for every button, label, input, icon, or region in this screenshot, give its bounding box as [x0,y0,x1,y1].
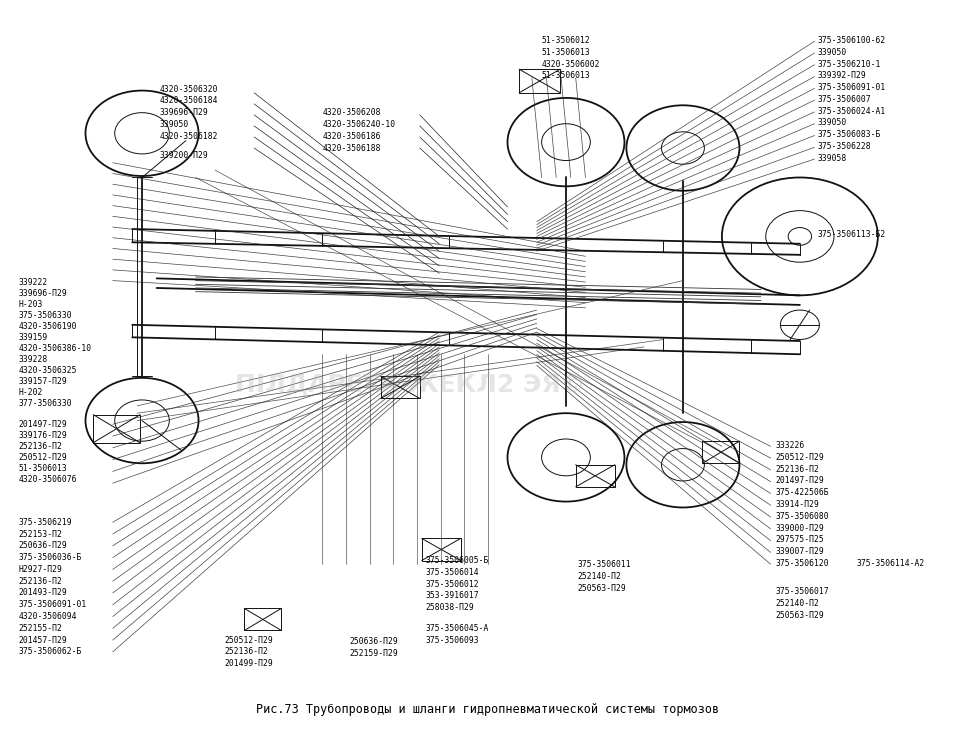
Text: 250512-П29: 250512-П29 [224,635,273,644]
Text: 252136-П2: 252136-П2 [776,465,820,474]
Text: 375-3506091-01: 375-3506091-01 [19,600,87,609]
Text: 201497-П29: 201497-П29 [19,420,67,429]
Text: 339050: 339050 [159,120,188,129]
Text: 339200-П29: 339200-П29 [159,151,208,160]
Text: 339159: 339159 [19,333,48,342]
Text: 375-3506120: 375-3506120 [776,559,830,568]
Bar [703,441,740,463]
Text: 201457-П29: 201457-П29 [19,635,67,644]
Text: 4320-3506186: 4320-3506186 [322,131,381,141]
Text: 375-3506005-Б: 375-3506005-Б [426,556,489,565]
Text: 252136-П2: 252136-П2 [19,576,62,586]
Text: 297575-П25: 297575-П25 [776,535,825,545]
Bar [519,69,560,93]
Text: 252155-П2: 252155-П2 [19,624,62,632]
Text: 339392-П29: 339392-П29 [818,72,866,80]
Text: 339050: 339050 [818,48,846,57]
Text: 51-3506013: 51-3506013 [542,48,590,57]
Text: 339050: 339050 [818,119,846,128]
Text: Н2927-П29: Н2927-П29 [19,565,62,574]
Text: 4320-3506190: 4320-3506190 [19,322,77,331]
Text: 375-3506017: 375-3506017 [776,587,830,596]
Bar [422,539,461,561]
Text: 375-3506062-Б: 375-3506062-Б [19,647,82,656]
Text: 4320-3506386-10: 4320-3506386-10 [19,344,92,353]
Text: 252153-П2: 252153-П2 [19,529,62,539]
Text: 375-3506219: 375-3506219 [19,518,72,527]
Text: 4320-3506240-10: 4320-3506240-10 [322,120,395,129]
Text: 252140-П2: 252140-П2 [776,599,820,607]
Text: 375-3506012: 375-3506012 [426,579,479,589]
Text: 252159-П29: 252159-П29 [349,649,398,658]
Text: 250636-П29: 250636-П29 [19,541,67,551]
Text: 4320-3506076: 4320-3506076 [19,475,77,484]
Text: 375-3506228: 375-3506228 [818,142,871,151]
Text: 375-3506080: 375-3506080 [776,512,830,521]
Text: 375-3506036-Б: 375-3506036-Б [19,553,82,562]
Text: 375-3506113-Б2: 375-3506113-Б2 [818,230,885,238]
Text: 201493-П29: 201493-П29 [19,588,67,598]
Text: 250512-П29: 250512-П29 [19,453,67,462]
Text: 375-3506330: 375-3506330 [19,311,72,320]
Text: 252136-П2: 252136-П2 [224,647,268,656]
Text: Н-203: Н-203 [19,300,43,308]
Text: 252136-П2: 252136-П2 [19,442,62,451]
Text: 252140-П2: 252140-П2 [578,572,622,582]
Text: 4320-3506184: 4320-3506184 [159,97,218,106]
Bar [381,376,420,399]
Text: 4320-3506320: 4320-3506320 [159,85,218,94]
Text: 250563-П29: 250563-П29 [578,584,627,593]
Text: 339222: 339222 [19,277,48,286]
Text: 375-3506210-1: 375-3506210-1 [818,60,880,69]
Text: 201497-П29: 201497-П29 [776,477,825,486]
Text: 4320-3506094: 4320-3506094 [19,612,77,621]
Text: 377-3506330: 377-3506330 [19,399,72,408]
Text: 250512-П29: 250512-П29 [776,453,825,462]
Text: 339228: 339228 [19,355,48,364]
Text: 339696-П29: 339696-П29 [19,289,67,297]
Bar [94,415,141,443]
Text: 375-3506045-А: 375-3506045-А [426,624,489,632]
Text: 339176-П29: 339176-П29 [19,431,67,440]
Text: 33914-П29: 33914-П29 [776,500,820,509]
Text: 4320-3506182: 4320-3506182 [159,131,218,141]
Text: 375-3506024-А1: 375-3506024-А1 [818,107,885,116]
Text: 339157-П29: 339157-П29 [19,377,67,386]
Text: 4320-3506325: 4320-3506325 [19,366,77,375]
Text: 258038-П29: 258038-П29 [426,603,474,612]
Text: 375-3506011: 375-3506011 [578,560,631,570]
Text: 375-3506100-62: 375-3506100-62 [818,36,885,45]
Text: 375-3506091-01: 375-3506091-01 [818,83,885,92]
Text: 250563-П29: 250563-П29 [776,610,825,619]
Bar [576,465,615,487]
Text: 375-3506093: 375-3506093 [426,635,479,644]
Text: 51-3506012: 51-3506012 [542,36,590,45]
Text: Рис.73 Трубопроводы и шланги гидропневматической системы тормозов: Рис.73 Трубопроводы и шланги гидропневма… [257,703,719,716]
Bar [244,608,281,630]
Text: 375-422506Б: 375-422506Б [776,489,830,497]
Text: 4320-3506188: 4320-3506188 [322,143,381,153]
Text: 339058: 339058 [818,154,846,163]
Text: 339000-П29: 339000-П29 [776,523,825,533]
Text: 4320-3506208: 4320-3506208 [322,108,381,117]
Text: 51-3506013: 51-3506013 [19,464,67,473]
Text: 375-3506014: 375-3506014 [426,568,479,577]
Text: 4320-3506002: 4320-3506002 [542,60,600,69]
Text: 333226: 333226 [776,441,805,450]
Text: 375-3506114-А2: 375-3506114-А2 [856,559,924,568]
Text: 51-3506013: 51-3506013 [542,72,590,80]
Text: Н-202: Н-202 [19,388,43,397]
Text: 353-3916017: 353-3916017 [426,591,479,601]
Text: 375-3506083-Б: 375-3506083-Б [818,131,880,139]
Text: 339696-П29: 339696-П29 [159,108,208,117]
Text: 250636-П29: 250636-П29 [349,637,398,646]
Text: 375-3506007: 375-3506007 [818,95,871,104]
Text: 339007-П29: 339007-П29 [776,547,825,556]
Text: 201499-П29: 201499-П29 [224,659,273,668]
Text: ПІЛДАРЕТА ЖЕКЛ2 ЭЯ©: ПІЛДАРЕТА ЖЕКЛ2 ЭЯ© [234,372,586,396]
